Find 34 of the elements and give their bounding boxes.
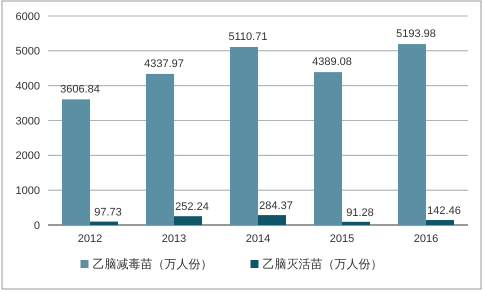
y-tick-label: 5000 bbox=[16, 46, 40, 58]
y-tick-label: 2000 bbox=[16, 150, 40, 162]
x-tick-label: 2013 bbox=[162, 233, 186, 245]
legend-label: 乙脑减毒苗（万人份） bbox=[92, 257, 212, 271]
bar bbox=[258, 215, 286, 225]
bar bbox=[398, 44, 426, 225]
data-label: 4389.08 bbox=[312, 56, 352, 68]
x-tick-label: 2015 bbox=[330, 233, 354, 245]
y-tick-label: 6000 bbox=[16, 10, 40, 23]
legend-label: 乙脑灭活苗（万人份） bbox=[262, 257, 382, 271]
data-label: 284.37 bbox=[259, 200, 293, 212]
data-label: 91.28 bbox=[346, 206, 374, 219]
bar bbox=[426, 220, 454, 225]
bar bbox=[230, 46, 258, 225]
bar bbox=[146, 74, 174, 225]
data-label: 142.46 bbox=[427, 205, 461, 218]
x-tick-label: 2014 bbox=[246, 233, 270, 245]
bar bbox=[314, 72, 342, 225]
data-label: 97.73 bbox=[94, 206, 122, 219]
bar bbox=[342, 222, 370, 225]
bar bbox=[90, 222, 118, 225]
data-label: 4337.97 bbox=[144, 58, 184, 70]
x-tick-label: 2012 bbox=[78, 233, 102, 245]
data-label: 5193.98 bbox=[396, 28, 436, 40]
y-tick-label: 0 bbox=[34, 220, 40, 232]
y-tick-label: 1000 bbox=[16, 185, 40, 198]
y-tick-label: 4000 bbox=[16, 80, 40, 93]
y-tick-label: 3000 bbox=[16, 115, 40, 128]
bar bbox=[62, 99, 90, 225]
data-label: 252.24 bbox=[175, 201, 209, 214]
x-tick-label: 2016 bbox=[414, 233, 438, 245]
bar bbox=[174, 216, 202, 225]
data-label: 5110.71 bbox=[228, 30, 268, 43]
data-label: 3606.84 bbox=[60, 83, 100, 96]
